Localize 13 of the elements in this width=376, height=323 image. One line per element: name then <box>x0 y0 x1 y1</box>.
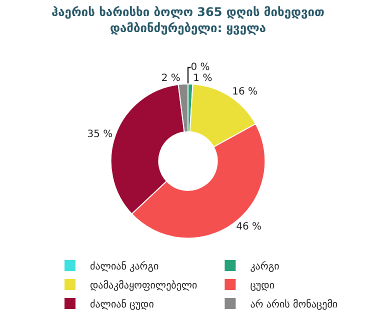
legend-label: ძალიან კარგი <box>90 260 159 272</box>
text: 0 % <box>190 62 210 73</box>
data-label: 1 % <box>193 72 212 84</box>
legend-label: არ არის მონაცემი <box>250 298 338 310</box>
legend-label: დამაკმაყოფილებელი <box>90 279 198 292</box>
data-label: 46 % <box>236 222 262 233</box>
data-label: 35 % <box>87 128 113 140</box>
chart-title: ჰაერის ხარისხი ბოლო 365 დღის მიხედვით დამბინძურებელი: ყველა <box>52 5 325 35</box>
data-label: 16 % <box>232 86 258 98</box>
legend-label: ცუდი <box>250 280 274 292</box>
data-label: 2 % <box>161 73 180 84</box>
legend-label: კარგი <box>250 260 280 272</box>
legend-label: ძალიან ცუდი <box>90 298 154 310</box>
